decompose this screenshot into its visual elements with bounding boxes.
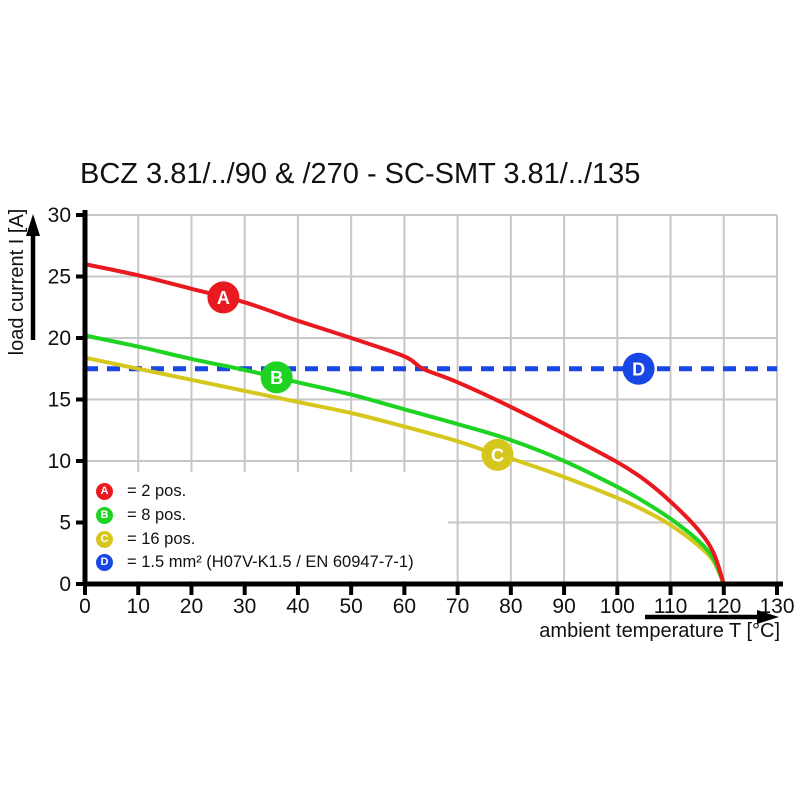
x-tick-label: 30 xyxy=(233,595,256,618)
y-tick-label: 10 xyxy=(48,450,71,473)
marker-c xyxy=(481,438,514,471)
chart-legend: A = 2 pos. B = 8 pos. C = 16 pos. D = 1.… xyxy=(90,474,448,581)
x-tick-label: 60 xyxy=(393,595,416,618)
chart-title: BCZ 3.81/../90 & /270 - SC-SMT 3.81/../1… xyxy=(80,158,641,190)
x-tick-label: 20 xyxy=(180,595,203,618)
legend-marker-c-icon: C xyxy=(96,530,113,548)
y-axis-title: load current I [A] xyxy=(6,208,28,356)
x-tick-label: 10 xyxy=(127,595,150,618)
marker-b xyxy=(260,361,293,394)
x-tick-label: 40 xyxy=(286,595,309,618)
marker-d xyxy=(622,352,655,385)
x-tick-label: 70 xyxy=(446,595,469,618)
marker-d-label: D xyxy=(632,359,645,379)
legend-label-a: = 2 pos. xyxy=(127,482,187,501)
legend-label-c: = 16 pos. xyxy=(127,529,196,548)
legend-label-d: = 1.5 mm² (H07V-K1.5 / EN 60947-7-1) xyxy=(127,553,414,572)
y-tick-label: 20 xyxy=(48,327,71,350)
marker-c-label: C xyxy=(491,445,504,465)
x-axis-arrowhead-icon xyxy=(757,610,779,624)
x-tick-label: 0 xyxy=(79,595,91,618)
x-tick-label: 120 xyxy=(706,595,741,618)
x-tick-label: 50 xyxy=(339,595,362,618)
legend-item-a: A = 2 pos. xyxy=(96,480,448,504)
y-tick-label: 15 xyxy=(48,389,71,412)
x-tick-label: 110 xyxy=(654,595,687,618)
x-tick-label: 130 xyxy=(759,595,794,618)
legend-marker-b-icon: B xyxy=(96,507,113,525)
legend-item-b: B = 8 pos. xyxy=(96,504,448,528)
y-tick-label: 30 xyxy=(48,204,71,227)
y-tick-label: 25 xyxy=(48,266,71,289)
legend-label-b: = 8 pos. xyxy=(127,506,187,525)
y-tick-label: 5 xyxy=(59,512,71,535)
legend-item-d: D = 1.5 mm² (H07V-K1.5 / EN 60947-7-1) xyxy=(96,551,448,575)
x-tick-label: 90 xyxy=(552,595,575,618)
marker-a-label: A xyxy=(217,288,230,308)
y-axis-arrowhead-icon xyxy=(26,214,40,236)
x-axis-title: ambient temperature T [°C] xyxy=(539,620,780,642)
legend-marker-a-icon: A xyxy=(96,483,113,501)
marker-a xyxy=(207,281,240,314)
x-tick-label: 80 xyxy=(499,595,522,618)
legend-marker-d-icon: D xyxy=(96,554,113,572)
legend-item-c: C = 16 pos. xyxy=(96,527,448,551)
x-tick-label: 100 xyxy=(600,595,635,618)
curve-b xyxy=(84,333,726,585)
marker-b-label: B xyxy=(270,368,283,388)
y-tick-label: 0 xyxy=(59,573,71,596)
